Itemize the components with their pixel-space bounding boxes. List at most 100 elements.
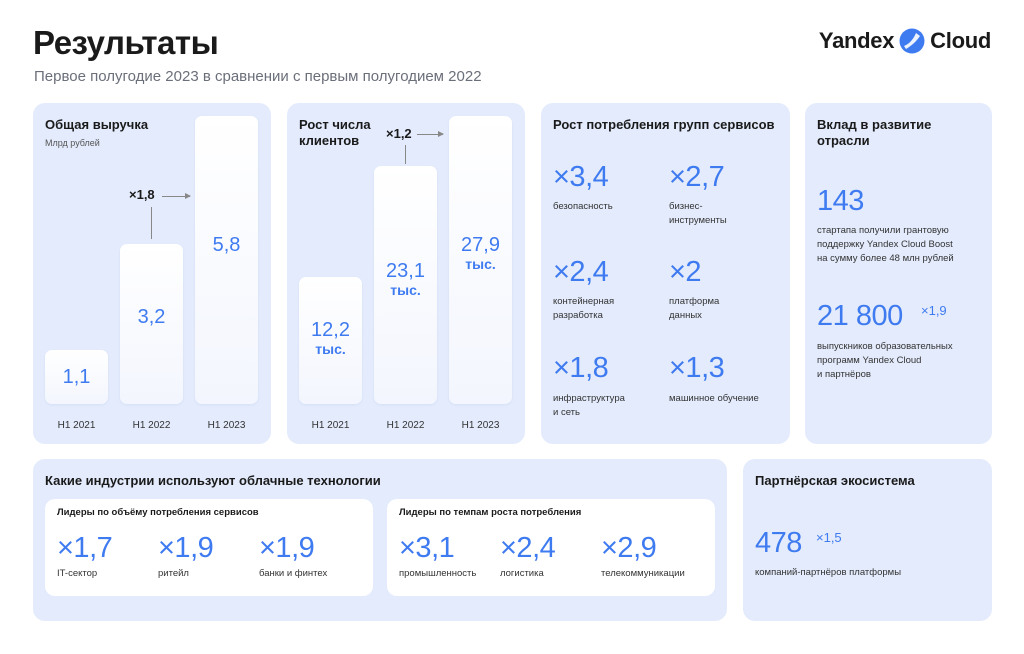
revenue-value-2022: 3,2 <box>137 306 166 328</box>
clients-bar-2022: 23,1 тыс. <box>374 166 437 404</box>
clients-bar-2021: 12,2 тыс. <box>299 277 362 404</box>
growth-2-label: телекоммуникации <box>601 568 685 579</box>
contribution-title-line2: отрасли <box>817 133 870 148</box>
revenue-label-2023: H1 2023 <box>207 420 246 431</box>
page-subtitle: Первое полугодие 2023 в сравнении с перв… <box>34 68 482 85</box>
partners-title: Партнёрская экосистема <box>755 473 915 488</box>
service-5-label: машинное обучение <box>669 392 759 406</box>
graduates-label: выпускников образовательных программ Yand… <box>817 340 953 382</box>
growth-2-value: ×2,9 <box>601 532 657 564</box>
clients-value-2023-suffix: тыс. <box>465 256 496 272</box>
volume-2-label: банки и финтех <box>259 568 328 579</box>
service-4-line2: и сеть <box>553 407 580 418</box>
revenue-bar-2021: 1,1 <box>45 350 108 404</box>
service-1-value: ×2,7 <box>669 161 725 193</box>
revenue-multiplier: ×1,8 <box>129 187 155 202</box>
graduates-line3: и партнёров <box>817 369 871 380</box>
service-3-label: платформа данных <box>669 295 719 323</box>
growth-leaders-title: Лидеры по темпам роста потребления <box>399 507 582 518</box>
growth-1-value: ×2,4 <box>500 532 556 564</box>
revenue-bar-2022: 3,2 <box>120 244 183 404</box>
revenue-bar-2023: 5,8 <box>195 116 258 404</box>
service-5-line1: машинное обучение <box>669 393 759 404</box>
service-4-value: ×1,8 <box>553 352 609 384</box>
clients-label-2023: H1 2023 <box>461 420 500 431</box>
service-0-label: безопасность <box>553 200 613 214</box>
yandex-cloud-logo: Yandex Cloud <box>819 28 991 54</box>
service-5-value: ×1,3 <box>669 352 725 384</box>
clients-multiplier: ×1,2 <box>386 126 412 141</box>
revenue-value-2023: 5,8 <box>212 234 241 256</box>
revenue-title: Общая выручка <box>45 117 149 132</box>
partners-label: компаний-партнёров платформы <box>755 567 902 578</box>
service-3-line1: платформа <box>669 296 720 307</box>
service-2-line2: разработка <box>553 310 603 321</box>
industries-card: Какие индустрии используют облачные техн… <box>33 459 727 621</box>
graduates-line1: выпускников образовательных <box>817 341 953 352</box>
logo-text-yandex: Yandex <box>818 28 895 53</box>
service-3-line2: данных <box>669 310 702 321</box>
service-2-label: контейнерная разработка <box>553 295 614 323</box>
revenue-connector <box>151 207 152 239</box>
startups-line2: поддержку Yandex Cloud Boost <box>817 239 953 250</box>
contribution-title: Вклад в развитие отрасли <box>817 117 931 149</box>
volume-leaders-panel: Лидеры по объёму потребления сервисов ×1… <box>45 499 373 596</box>
contribution-title-line1: Вклад в развитие <box>817 117 932 132</box>
partners-value: 478 <box>755 527 802 559</box>
clients-connector <box>405 145 406 164</box>
volume-2-value: ×1,9 <box>259 532 315 564</box>
growth-0-value: ×3,1 <box>399 532 455 564</box>
graduates-line2: программ Yandex Cloud <box>817 355 922 366</box>
industries-title: Какие индустрии используют облачные техн… <box>45 473 381 488</box>
startups-line3: на сумму более 48 млн рублей <box>817 253 954 264</box>
growth-1-label: логистика <box>500 568 544 579</box>
revenue-label-2021: H1 2021 <box>57 420 96 431</box>
clients-value-2022-num: 23,1 <box>386 260 425 282</box>
clients-value-2021: 12,2 тыс. <box>299 319 362 359</box>
clients-arrow <box>417 131 444 137</box>
growth-0-label: промышленность <box>399 568 477 579</box>
partners-multiplier: ×1,5 <box>816 530 842 545</box>
clients-label-2021: H1 2021 <box>311 420 350 431</box>
service-0-line1: безопасность <box>553 201 613 212</box>
partners-card: Партнёрская экосистема 478 ×1,5 компаний… <box>743 459 992 621</box>
clients-value-2023-num: 27,9 <box>461 234 500 256</box>
volume-1-value: ×1,9 <box>158 532 214 564</box>
revenue-arrow <box>162 193 191 199</box>
services-card: Рост потребления групп сервисов ×3,4 без… <box>541 103 790 444</box>
service-3-value: ×2 <box>669 256 702 288</box>
volume-0-label: IT-сектор <box>57 568 98 579</box>
service-1-line1: бизнес- <box>669 201 703 212</box>
clients-label-2022: H1 2022 <box>386 420 425 431</box>
clients-value-2022-suffix: тыс. <box>390 282 421 298</box>
clients-value-2023: 27,9 тыс. <box>449 234 512 274</box>
service-2-line1: контейнерная <box>553 296 615 307</box>
volume-1-label: ритейл <box>158 568 189 579</box>
service-0-value: ×3,4 <box>553 161 609 193</box>
contribution-card: Вклад в развитие отрасли 143 стартапа пол… <box>805 103 992 444</box>
clients-card: Рост числа клиентов 12,2 тыс. 23,1 тыс. 27,… <box>287 103 525 444</box>
graduates-multiplier: ×1,9 <box>921 303 947 318</box>
clients-bar-2023: 27,9 тыс. <box>449 116 512 404</box>
clients-value-2021-suffix: тыс. <box>315 341 346 357</box>
service-1-line2: инструменты <box>669 215 727 226</box>
revenue-label-2022: H1 2022 <box>132 420 171 431</box>
services-title: Рост потребления групп сервисов <box>553 117 775 132</box>
volume-leaders-title: Лидеры по объёму потребления сервисов <box>57 507 259 518</box>
growth-leaders-panel: Лидеры по темпам роста потребления ×3,1 … <box>387 499 715 596</box>
startups-line1: стартапа получили грантовую <box>817 225 949 236</box>
volume-0-value: ×1,7 <box>57 532 113 564</box>
revenue-unit: Млрд рублей <box>45 138 100 148</box>
service-4-line1: инфраструктура <box>553 393 625 404</box>
service-1-label: бизнес-инструменты <box>669 200 727 228</box>
service-2-value: ×2,4 <box>553 256 609 288</box>
clients-value-2021-num: 12,2 <box>311 319 350 341</box>
revenue-value-2021: 1,1 <box>62 366 91 388</box>
page-title: Результаты <box>33 24 219 61</box>
clients-title: Рост числа клиентов <box>299 117 371 149</box>
cloud-logo-icon <box>899 28 925 54</box>
logo-text-cloud: Cloud <box>930 28 991 53</box>
startups-value: 143 <box>817 185 864 217</box>
clients-title-line1: Рост числа <box>299 117 371 132</box>
clients-title-line2: клиентов <box>299 133 360 148</box>
